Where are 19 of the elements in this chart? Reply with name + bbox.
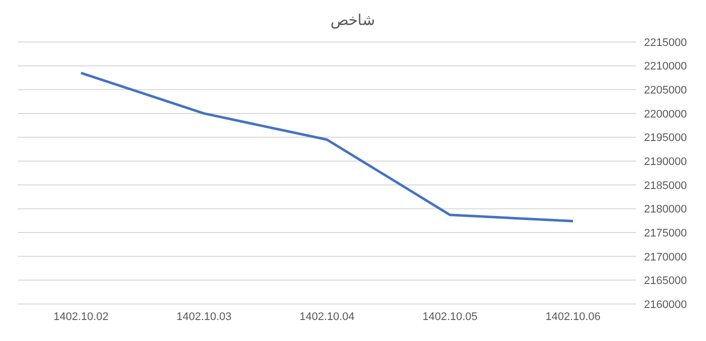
y-tick-label: 2200000	[644, 108, 687, 120]
x-tick-label: 1402.10.06	[545, 310, 601, 323]
y-tick-label: 2165000	[644, 275, 687, 288]
y-tick-label: 2160000	[644, 298, 687, 311]
chart-title: شاخص	[330, 11, 376, 31]
x-tick-label: 1402.10.05	[422, 310, 478, 323]
x-tick-label: 1402.10.04	[299, 310, 355, 323]
y-tick-label: 2175000	[644, 227, 687, 240]
y-tick-label: 2185000	[644, 180, 687, 192]
line-series	[80, 72, 574, 222]
y-tick-label: 2205000	[644, 84, 687, 97]
y-tick-label: 2215000	[644, 36, 687, 49]
x-tick-label: 1402.10.03	[176, 310, 232, 323]
y-tick-label: 2210000	[644, 60, 687, 73]
y-tick-label: 2170000	[644, 251, 687, 264]
y-tick-label: 2195000	[644, 132, 687, 144]
y-tick-label: 2180000	[644, 204, 687, 216]
x-tick-label: 1402.10.02	[53, 310, 109, 323]
y-tick-label: 2190000	[644, 156, 687, 168]
